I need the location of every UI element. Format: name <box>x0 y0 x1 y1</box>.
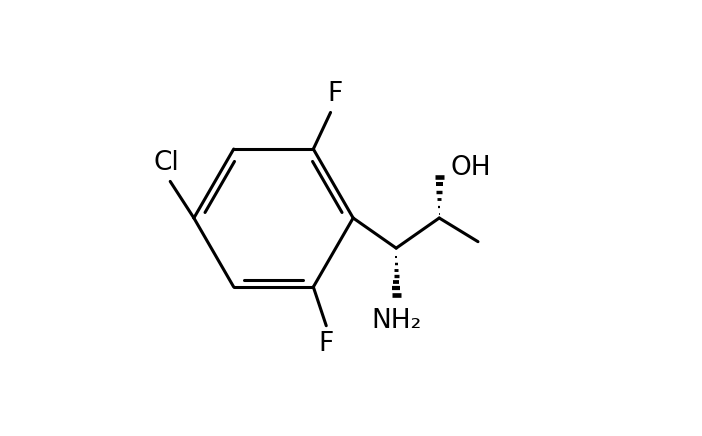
Text: F: F <box>327 81 343 107</box>
Text: Cl: Cl <box>153 150 179 176</box>
Text: OH: OH <box>450 155 491 181</box>
Text: NH₂: NH₂ <box>371 308 421 334</box>
Text: F: F <box>319 331 334 357</box>
